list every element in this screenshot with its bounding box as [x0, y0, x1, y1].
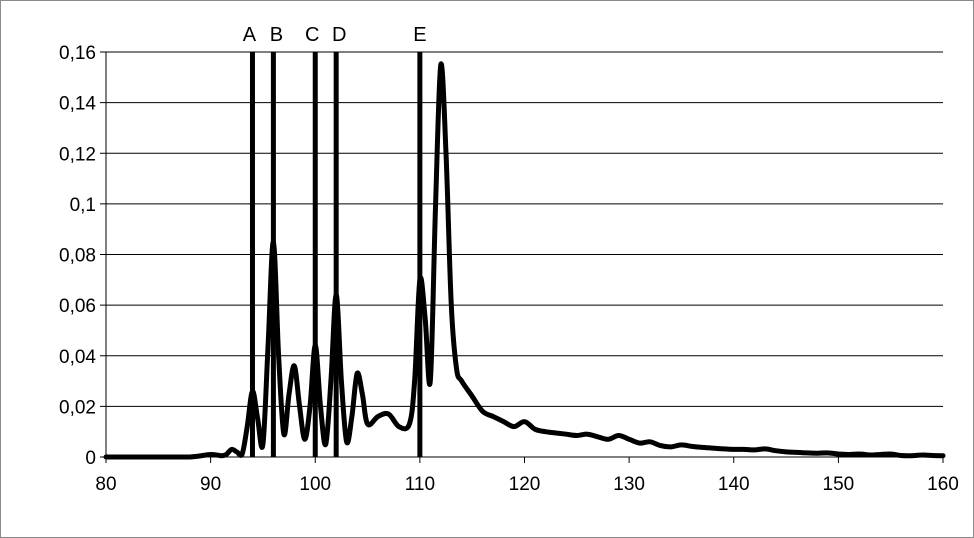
x-tick-label-8: 160	[927, 474, 959, 495]
y-tick-label-2: 0,04	[59, 347, 96, 368]
y-tick-label-7: 0,14	[59, 94, 96, 115]
marker-label-D: D	[332, 24, 346, 46]
x-tick-label-1: 90	[200, 474, 221, 495]
marker-label-B: B	[270, 24, 283, 46]
marker-label-E: E	[413, 24, 426, 46]
grid-lines	[106, 51, 943, 407]
x-tick-label-6: 140	[718, 474, 750, 495]
series-line-0	[103, 61, 946, 460]
x-tick-label-3: 110	[405, 474, 435, 495]
x-tick-label-0: 80	[95, 474, 116, 495]
x-tick-label-4: 120	[509, 474, 541, 495]
y-tick-label-1: 0,02	[59, 397, 96, 418]
y-tick-label-5: 0,1	[70, 195, 96, 216]
x-tick-label-2: 100	[299, 474, 331, 495]
y-tick-label-3: 0,06	[59, 296, 96, 317]
x-tick-labels: 80 90 100 110 120 130 140 150 160	[95, 474, 958, 495]
y-tick-label-0: 0	[85, 448, 96, 469]
marker-label-C: C	[305, 24, 319, 46]
series-layer	[103, 61, 946, 460]
y-tick-label-8: 0,16	[59, 43, 96, 64]
axes	[100, 51, 944, 463]
marker-label-A: A	[243, 24, 257, 46]
y-tick-label-6: 0,12	[59, 144, 96, 165]
y-tick-labels: 0 0,02 0,04 0,06 0,08 0,1 0,12 0,14 0,16	[59, 43, 96, 469]
x-tick-label-5: 130	[613, 474, 645, 495]
y-tick-label-4: 0,08	[59, 246, 96, 267]
x-tick-label-7: 150	[823, 474, 855, 495]
